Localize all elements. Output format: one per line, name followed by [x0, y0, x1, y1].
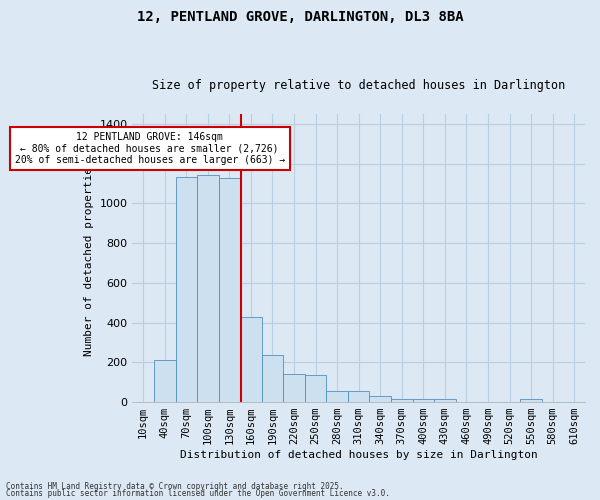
Bar [434, 400, 455, 402]
Bar [305, 376, 326, 402]
Text: Contains public sector information licensed under the Open Government Licence v3: Contains public sector information licen… [6, 489, 390, 498]
Bar [326, 391, 348, 402]
Bar [197, 174, 218, 402]
Bar [240, 316, 262, 402]
Text: 12, PENTLAND GROVE, DARLINGTON, DL3 8BA: 12, PENTLAND GROVE, DARLINGTON, DL3 8BA [137, 10, 463, 24]
Bar [413, 400, 434, 402]
Bar [154, 360, 176, 402]
Bar [391, 398, 413, 402]
X-axis label: Distribution of detached houses by size in Darlington: Distribution of detached houses by size … [180, 450, 538, 460]
Title: Size of property relative to detached houses in Darlington: Size of property relative to detached ho… [152, 79, 565, 92]
Bar [176, 176, 197, 402]
Bar [348, 391, 370, 402]
Text: Contains HM Land Registry data © Crown copyright and database right 2025.: Contains HM Land Registry data © Crown c… [6, 482, 344, 491]
Bar [218, 178, 240, 402]
Bar [283, 374, 305, 402]
Text: 12 PENTLAND GROVE: 146sqm
← 80% of detached houses are smaller (2,726)
20% of se: 12 PENTLAND GROVE: 146sqm ← 80% of detac… [14, 132, 285, 165]
Y-axis label: Number of detached properties: Number of detached properties [84, 160, 94, 356]
Bar [370, 396, 391, 402]
Bar [520, 400, 542, 402]
Bar [262, 356, 283, 402]
